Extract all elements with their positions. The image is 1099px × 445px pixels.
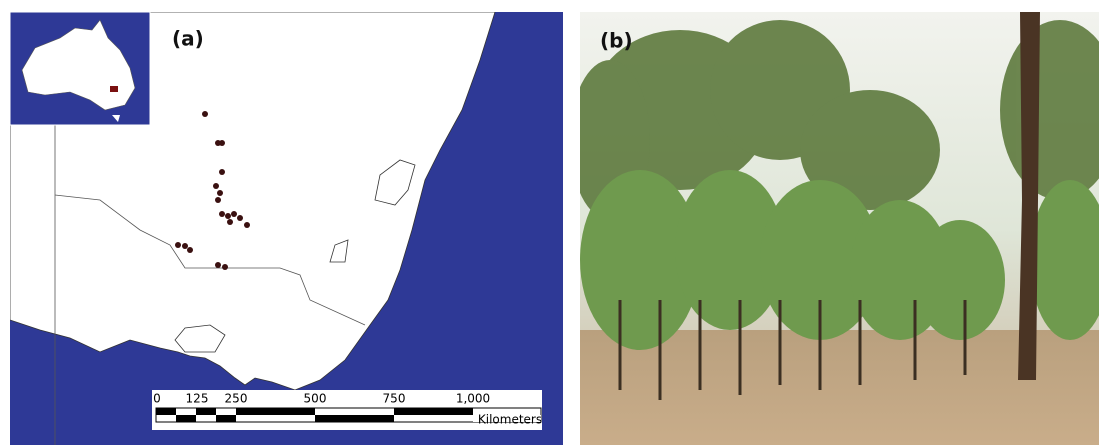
inset-region (110, 86, 118, 92)
panel-label: (a) (172, 27, 204, 51)
scale-tick-label: 250 (225, 392, 248, 406)
lake (329, 239, 349, 263)
inset-tasmania (112, 115, 120, 122)
scale-bar: 0 125 250 500 750 1,000 Kilometers (152, 390, 542, 430)
large-trunk (1018, 12, 1040, 380)
scale-segments (156, 408, 541, 422)
bay-island (174, 324, 226, 353)
scale-tick-label: 125 (186, 392, 209, 406)
act (374, 159, 416, 206)
scale-tick-label: 0 (153, 392, 161, 406)
border (54, 194, 366, 326)
scale-tick-label: 1,000 (456, 392, 490, 406)
canopy (580, 20, 1099, 220)
young-trees (580, 170, 1099, 350)
scale-tick-label: 500 (304, 392, 327, 406)
ground (580, 330, 1099, 445)
scale-unit: Kilometers (478, 413, 542, 427)
map-panel: (a) 0 125 250 500 750 1,000 Kilometers (10, 12, 563, 445)
scale-tick-label: 750 (383, 392, 406, 406)
inset-australia (21, 19, 136, 111)
sites (175, 111, 250, 270)
trunks (618, 300, 967, 400)
panel-label: (b) (600, 29, 633, 53)
photo-panel: (b) (580, 12, 1099, 445)
